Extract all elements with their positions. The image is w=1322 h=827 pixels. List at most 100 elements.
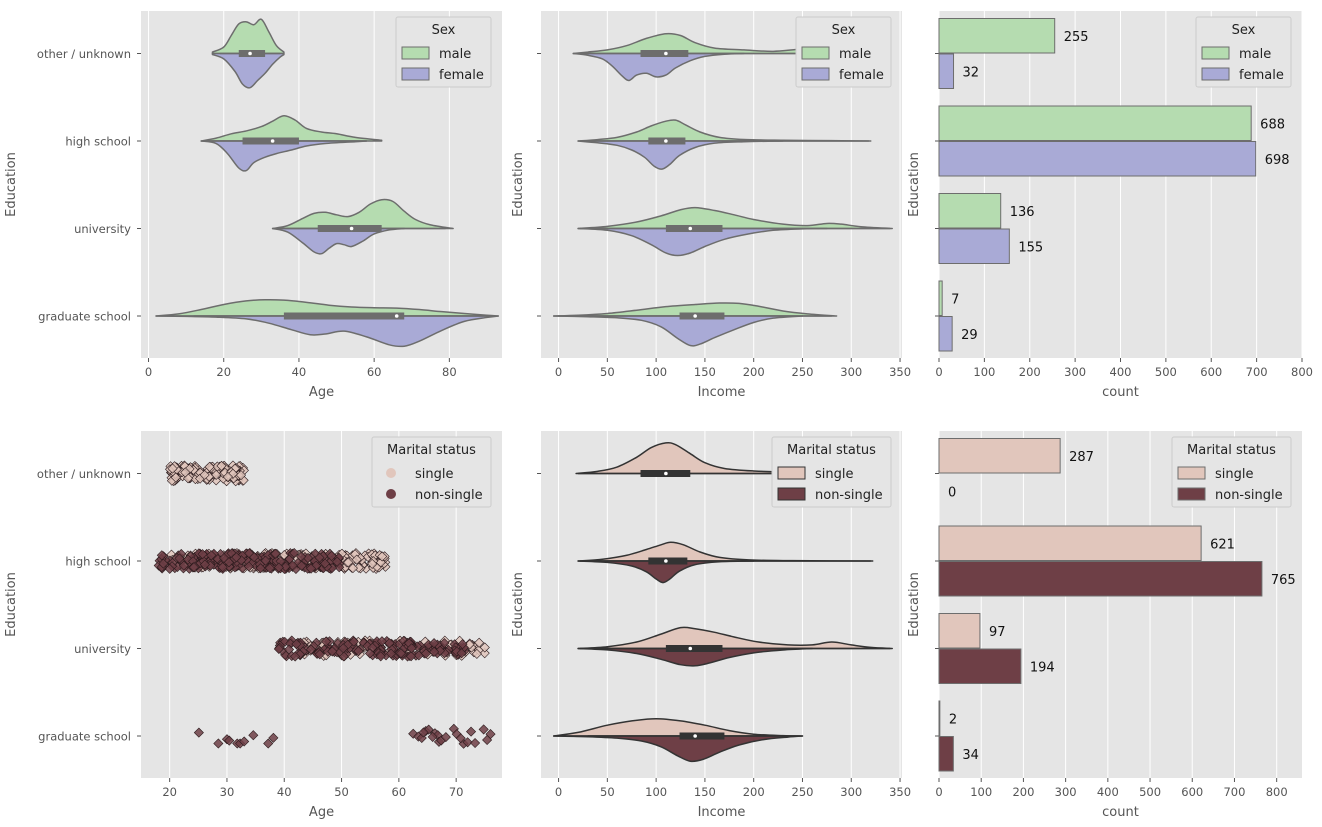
x-tick-label: 700 xyxy=(1223,785,1245,799)
x-tick-label: 350 xyxy=(889,785,911,799)
x-tick-label: 300 xyxy=(1055,785,1077,799)
x-tick-label: 40 xyxy=(292,365,307,379)
bar-single xyxy=(938,525,1202,561)
y-axis-label: Education xyxy=(907,572,922,637)
legend-title: Marital status xyxy=(1187,443,1276,458)
bar-value-label: 7 xyxy=(951,292,959,307)
x-tick-label: 600 xyxy=(1181,785,1203,799)
legend-swatch xyxy=(777,487,806,501)
bar-value-label: 136 xyxy=(1010,205,1035,220)
strip-point xyxy=(327,646,338,657)
legend: Sex male female xyxy=(1195,16,1292,88)
bar-value-label: 0 xyxy=(948,485,956,500)
strip-point xyxy=(291,639,302,650)
strip-point xyxy=(243,561,254,572)
strip-point xyxy=(343,557,354,568)
x-tick-label: 300 xyxy=(840,365,862,379)
bar-value-label: 765 xyxy=(1271,573,1296,588)
violin-median xyxy=(693,734,697,738)
chart-panel-p4: 20 30 40 50 60 70 other / unknown high school un… xyxy=(4,431,502,820)
bar-non-single xyxy=(938,648,1022,684)
violin-half-non-single xyxy=(577,647,813,667)
x-tick-label: 70 xyxy=(449,785,464,799)
violin-half-female xyxy=(200,140,368,172)
x-tick-label: 500 xyxy=(1155,365,1177,379)
x-tick-label: 30 xyxy=(220,785,235,799)
bar-value-label: 194 xyxy=(1030,660,1055,675)
legend-label: single xyxy=(1215,467,1254,482)
strip-point xyxy=(416,732,427,743)
legend-title: Sex xyxy=(1232,23,1256,38)
strip-point xyxy=(199,469,210,480)
y-axis-label: Education xyxy=(907,152,922,217)
x-tick-label: 700 xyxy=(1246,365,1268,379)
strip-point xyxy=(193,727,204,738)
x-tick-label: 0 xyxy=(935,785,942,799)
x-tick-label: 600 xyxy=(1200,365,1222,379)
legend-label: non-single xyxy=(1215,488,1283,503)
y-axis-label: Education xyxy=(511,152,526,217)
bar-single xyxy=(938,613,981,649)
violin-box xyxy=(238,50,266,57)
strip-point xyxy=(170,472,181,483)
strip-point xyxy=(211,469,222,480)
legend-label: non-single xyxy=(815,488,883,503)
strip-point xyxy=(375,651,386,662)
violin-half-male xyxy=(271,198,454,230)
strip-point xyxy=(353,646,364,657)
x-tick-label: 0 xyxy=(935,365,942,379)
strip-point xyxy=(347,563,358,574)
strip-point xyxy=(188,562,200,573)
violin-median xyxy=(394,314,399,318)
legend-label: female xyxy=(439,68,484,83)
legend: Marital status single non-single xyxy=(371,436,492,508)
strip-point xyxy=(296,551,307,562)
legend: Sex male female xyxy=(395,16,492,88)
strip-point xyxy=(311,560,322,571)
x-tick-label: 100 xyxy=(970,785,992,799)
bar-female xyxy=(938,228,1010,264)
violin-half-female xyxy=(211,52,285,89)
y-tick-label: graduate school xyxy=(38,310,131,324)
strip-point xyxy=(204,461,215,472)
strip-point xyxy=(180,467,191,478)
strip-point xyxy=(284,644,295,655)
legend-swatch xyxy=(801,46,830,60)
bar-value-label: 688 xyxy=(1260,117,1285,132)
violin-half-female xyxy=(552,315,804,347)
x-tick-label: 50 xyxy=(600,365,615,379)
strip-point xyxy=(218,553,230,564)
violin-half-male xyxy=(577,206,893,230)
x-tick-label: 0 xyxy=(145,365,152,379)
x-tick-label: 250 xyxy=(792,785,814,799)
strip-point xyxy=(255,563,266,574)
legend-marker xyxy=(386,489,396,499)
x-tick-label: 60 xyxy=(392,785,407,799)
legend-label: male xyxy=(1239,47,1271,62)
violin-half-male xyxy=(155,298,499,317)
bar-female xyxy=(938,316,953,352)
y-axis-label: Education xyxy=(4,572,19,637)
bar-single xyxy=(938,700,941,736)
x-tick-label: 300 xyxy=(840,785,862,799)
legend-swatch xyxy=(1201,67,1230,81)
legend-swatch xyxy=(1177,466,1206,480)
x-tick-label: 200 xyxy=(743,365,765,379)
legend-swatch xyxy=(801,67,830,81)
violin-box xyxy=(317,225,382,232)
legend-swatch xyxy=(1177,487,1206,501)
legend-label: female xyxy=(1239,68,1284,83)
violin-half-non-single xyxy=(577,560,755,584)
bar-male xyxy=(938,18,1056,54)
legend-label: non-single xyxy=(415,488,483,503)
bar-single xyxy=(938,438,1061,474)
legend-swatch xyxy=(401,46,430,60)
legend: Marital status single non-single xyxy=(771,436,892,508)
violin-half-single xyxy=(552,717,804,737)
strip-point xyxy=(213,738,224,749)
legend-marker xyxy=(386,468,396,478)
x-axis-label: count xyxy=(1102,805,1139,820)
strip-point xyxy=(183,554,194,565)
strip-point xyxy=(386,648,397,659)
